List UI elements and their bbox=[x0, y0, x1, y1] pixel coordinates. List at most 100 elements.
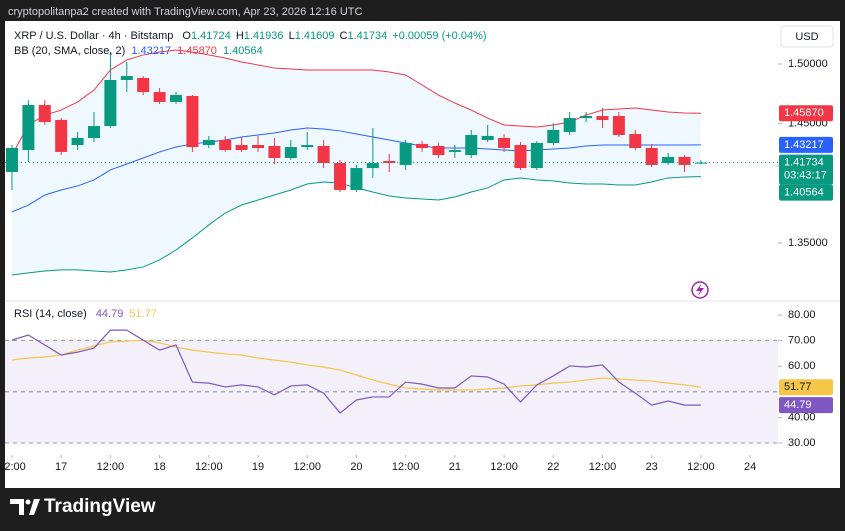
y-tick-label: 70.00 bbox=[788, 335, 816, 347]
candle-body bbox=[55, 119, 68, 152]
bb-value: 1.40564 bbox=[223, 45, 263, 57]
x-tick-label: 23 bbox=[646, 461, 658, 473]
x-tick-label: 21 bbox=[449, 461, 461, 473]
x-tick-label: 12:00 bbox=[195, 461, 223, 473]
x-tick-label: 12:00 bbox=[0, 461, 26, 473]
x-tick-label: 22 bbox=[547, 461, 559, 473]
rsi-line bbox=[11, 329, 701, 414]
lower-band-label-box bbox=[779, 184, 833, 201]
candle-body bbox=[416, 143, 429, 148]
rsi-value-label-box bbox=[779, 397, 833, 414]
chart-area bbox=[5, 21, 840, 488]
candle-body bbox=[547, 129, 560, 143]
ohlc-value: 1.41724 bbox=[191, 30, 231, 42]
candle-body bbox=[645, 147, 658, 165]
ohlc-legend: XRP / U.S. Dollar · 4h · Bitstamp O1.417… bbox=[14, 30, 487, 42]
band-line bbox=[11, 127, 701, 213]
candle-body bbox=[301, 145, 314, 148]
y-tick-label: 1.35000 bbox=[788, 237, 828, 249]
candle-body bbox=[596, 116, 609, 120]
icon-bolt[interactable] bbox=[696, 284, 704, 296]
rsi-value-label: 44.79 bbox=[784, 399, 812, 411]
upper-band-label-box bbox=[779, 105, 833, 122]
x-tick-label: 12:00 bbox=[392, 461, 420, 473]
candle-body bbox=[629, 134, 642, 148]
candle-body bbox=[120, 76, 133, 80]
x-tick-label: 12:00 bbox=[589, 461, 617, 473]
x-tick-label: 19 bbox=[252, 461, 264, 473]
rsi-title: RSI (14, close) bbox=[14, 308, 87, 320]
plot-layer: 12:00 17 12:00 18 12:00 19 12:00 20 12:00 21 12:00… bbox=[0, 49, 833, 473]
rsi-value: 44.79 bbox=[96, 308, 124, 320]
candle-body bbox=[530, 142, 543, 169]
candle-body bbox=[252, 145, 265, 148]
footer-logo bbox=[10, 499, 40, 515]
bb-legend: BB (20, SMA, close, 2) 1.43217 1.45870 1… bbox=[14, 45, 263, 57]
ohlc-key: O bbox=[182, 30, 191, 42]
candle-body bbox=[694, 162, 707, 164]
logo-mark bbox=[10, 499, 24, 515]
y-tick-label: 30.00 bbox=[788, 437, 816, 449]
currency-label[interactable]: USD bbox=[795, 31, 818, 43]
candle-body bbox=[202, 140, 215, 146]
candle-body bbox=[612, 116, 625, 135]
candle-body bbox=[334, 163, 347, 190]
basis-label-box bbox=[779, 136, 833, 153]
candle-body bbox=[317, 145, 330, 164]
y-tick-label: 1.50000 bbox=[788, 58, 828, 70]
bb-value: 1.43217 bbox=[131, 45, 171, 57]
candle-body bbox=[170, 95, 183, 102]
countdown: 03:43:17 bbox=[784, 170, 827, 182]
candle-body bbox=[563, 118, 576, 133]
band-fill bbox=[11, 50, 701, 275]
candle-body bbox=[580, 116, 593, 119]
logo-dot bbox=[25, 499, 31, 505]
logo-mark bbox=[29, 499, 40, 515]
candle-body bbox=[366, 163, 379, 169]
candle-body bbox=[38, 105, 51, 122]
candle-body bbox=[71, 137, 84, 146]
candle-body bbox=[448, 150, 461, 152]
last-price-label-box bbox=[779, 154, 833, 185]
symbol-title: XRP / U.S. Dollar · 4h · Bitstamp bbox=[14, 30, 173, 42]
bb-value: 1.45870 bbox=[177, 45, 217, 57]
candle-body bbox=[678, 156, 691, 165]
lower-band-label: 1.40564 bbox=[784, 187, 824, 199]
x-tick-label: 24 bbox=[744, 461, 756, 473]
ohlc-value: 1.41734 bbox=[348, 30, 388, 42]
x-tick-label: 12:00 bbox=[490, 461, 518, 473]
x-tick-label: 12:00 bbox=[293, 461, 321, 473]
ohlc-value: 1.41609 bbox=[295, 30, 335, 42]
x-tick-label: 17 bbox=[55, 461, 67, 473]
replay-icon[interactable] bbox=[691, 281, 709, 299]
candle-body bbox=[153, 92, 166, 102]
last-price-label: 1.41734 bbox=[784, 157, 824, 169]
x-tick-label: 12:00 bbox=[687, 461, 715, 473]
candle-body bbox=[87, 126, 100, 138]
rsi-legend: RSI (14, close) 44.79 51.77 bbox=[14, 308, 157, 320]
attribution: cryptopolitanpa2 created with TradingVie… bbox=[8, 6, 363, 18]
candle-body bbox=[432, 145, 445, 156]
candle-body bbox=[137, 77, 150, 93]
icon-ring[interactable] bbox=[691, 281, 709, 299]
candle-body bbox=[284, 147, 297, 159]
x-tick-label: 20 bbox=[350, 461, 362, 473]
candle-body bbox=[383, 161, 396, 164]
candle-body bbox=[235, 145, 248, 151]
candle-body bbox=[268, 145, 281, 159]
candle-body bbox=[5, 147, 18, 172]
rsi-line bbox=[11, 339, 701, 391]
ohlc-key: L bbox=[289, 30, 295, 42]
rsi-value-label-box bbox=[779, 379, 833, 396]
candle-body bbox=[662, 156, 675, 164]
candle-body bbox=[465, 134, 478, 156]
basis-label: 1.43217 bbox=[784, 139, 824, 151]
candle-body bbox=[219, 140, 232, 151]
currency-button[interactable] bbox=[780, 25, 834, 48]
indicator-name: BB (20, SMA, close, 2) bbox=[14, 45, 125, 57]
ohlc-key: H bbox=[236, 30, 244, 42]
candle-body bbox=[498, 137, 511, 148]
x-tick-label: 12:00 bbox=[97, 461, 125, 473]
upper-band-label: 1.45870 bbox=[784, 107, 824, 119]
